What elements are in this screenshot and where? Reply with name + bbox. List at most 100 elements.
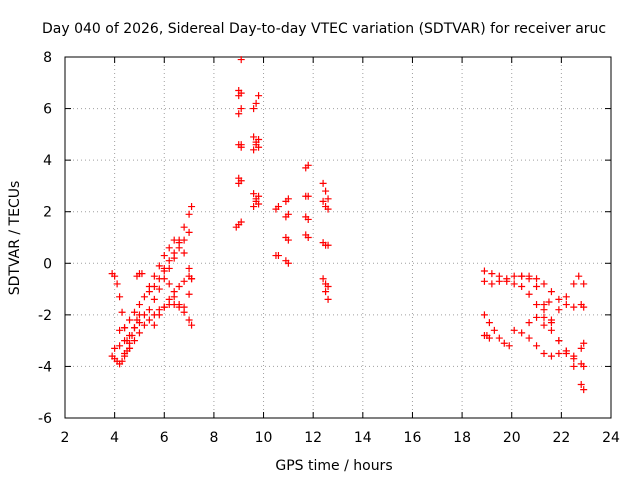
data-point — [237, 105, 245, 113]
y-tick-label: 2 — [43, 205, 52, 221]
data-point — [140, 293, 148, 301]
data-point — [555, 350, 563, 358]
data-point — [545, 298, 553, 306]
x-tick-labels: 2 4 6 8 10 12 14 16 18 20 22 24 — [61, 430, 620, 446]
data-point — [255, 92, 263, 100]
data-point — [490, 326, 498, 334]
data-point — [510, 326, 518, 334]
data-point — [284, 210, 292, 218]
data-point — [533, 313, 541, 321]
data-point — [150, 321, 158, 329]
data-point — [540, 350, 548, 358]
data-point — [562, 293, 570, 301]
x-tick-label: 10 — [255, 430, 273, 446]
data-point — [188, 203, 196, 211]
data-point — [284, 259, 292, 267]
data-point — [540, 321, 548, 329]
data-point — [237, 218, 245, 226]
data-point — [138, 270, 146, 278]
series-mid-4 — [302, 161, 312, 241]
data-point — [118, 357, 126, 365]
data-point — [540, 306, 548, 314]
data-point — [495, 272, 503, 280]
data-point — [140, 311, 148, 319]
data-point — [180, 236, 188, 244]
y-tick-label: -2 — [38, 308, 52, 324]
data-point — [533, 301, 541, 309]
series-early-4 — [111, 228, 193, 352]
series-late-8 — [525, 298, 553, 327]
x-tick-label: 18 — [453, 430, 471, 446]
data-point — [284, 236, 292, 244]
data-point — [135, 329, 143, 337]
series-early-2 — [108, 311, 143, 368]
data-point — [126, 316, 134, 324]
data-point — [113, 280, 121, 288]
data-point — [555, 306, 563, 314]
y-tick-label: -6 — [38, 411, 52, 427]
data-point — [160, 264, 168, 272]
data-point — [518, 329, 526, 337]
data-point — [272, 252, 280, 260]
data-point — [175, 301, 183, 309]
data-point — [188, 275, 196, 283]
data-point — [175, 282, 183, 290]
data-point — [525, 290, 533, 298]
x-tick-label: 16 — [404, 430, 422, 446]
data-point — [130, 324, 138, 332]
series-early-8 — [160, 264, 196, 311]
x-tick-label: 22 — [552, 430, 570, 446]
data-point — [577, 380, 585, 388]
series-early-1 — [108, 270, 134, 352]
data-point — [480, 267, 488, 275]
data-point — [495, 334, 503, 342]
data-point — [284, 195, 292, 203]
data-point — [160, 303, 168, 311]
y-tick-label: 0 — [43, 256, 52, 272]
x-tick-label: 8 — [209, 430, 218, 446]
data-point — [116, 293, 124, 301]
data-point — [562, 301, 570, 309]
data-point — [525, 319, 533, 327]
data-point — [533, 342, 541, 350]
data-point — [170, 236, 178, 244]
data-point — [575, 272, 583, 280]
data-point — [570, 303, 578, 311]
data-point — [324, 205, 332, 213]
data-point — [540, 313, 548, 321]
x-tick-label: 12 — [304, 430, 322, 446]
data-point — [118, 308, 126, 316]
data-point — [580, 386, 588, 394]
data-point — [180, 223, 188, 231]
data-point — [480, 277, 488, 285]
y-axis-label: SDTVAR / TECUs — [7, 181, 23, 296]
series-late-6 — [510, 326, 588, 360]
data-point — [235, 87, 243, 95]
data-point — [116, 326, 124, 334]
series-late-5 — [480, 331, 493, 342]
data-point — [525, 275, 533, 283]
data-point — [150, 272, 158, 280]
data-point — [121, 337, 129, 345]
data-point — [540, 280, 548, 288]
plot-frame — [64, 56, 612, 419]
data-point — [250, 105, 258, 113]
data-point — [304, 161, 312, 169]
series-early-9 — [133, 270, 146, 280]
data-point — [319, 197, 327, 205]
data-point — [130, 337, 138, 345]
series-mid-1 — [232, 56, 245, 231]
data-point — [111, 272, 119, 280]
data-point — [185, 264, 193, 272]
y-tick-label: 6 — [43, 102, 52, 118]
data-point — [322, 187, 330, 195]
grid — [65, 57, 611, 418]
data-point — [580, 339, 588, 347]
data-point — [121, 324, 129, 332]
data-point — [480, 311, 488, 319]
data-point — [319, 275, 327, 283]
data-point — [180, 249, 188, 257]
data-point — [324, 282, 332, 290]
data-point — [304, 192, 312, 200]
data-point — [165, 280, 173, 288]
